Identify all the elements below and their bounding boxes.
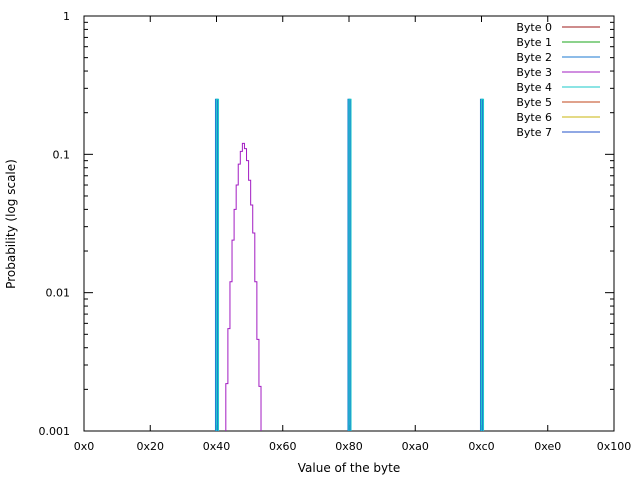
legend-label: Byte 1	[516, 36, 552, 49]
series-step-line	[348, 98, 352, 431]
x-tick-label: 0x0	[74, 440, 95, 453]
x-tick-label: 0xe0	[534, 440, 561, 453]
legend-item: Byte 6	[516, 111, 600, 124]
x-tick-label: 0xa0	[402, 440, 429, 453]
y-tick-label: 0.01	[46, 287, 71, 300]
legend-label: Byte 3	[516, 66, 552, 79]
series-step-line	[480, 98, 485, 431]
x-tick-label: 0x80	[335, 440, 363, 453]
y-tick-label: 0.1	[53, 148, 71, 161]
y-tick-label: 1	[63, 10, 70, 23]
series-layer	[214, 98, 485, 431]
x-tick-label: 0x60	[269, 440, 297, 453]
x-axis-label: Value of the byte	[298, 461, 400, 475]
legend-label: Byte 2	[516, 51, 552, 64]
legend-item: Byte 7	[516, 126, 600, 139]
legend-item: Byte 3	[516, 66, 600, 79]
series-byte-3	[225, 142, 262, 431]
legend-item: Byte 0	[516, 21, 600, 34]
series-step-line	[225, 142, 262, 431]
series-step-line	[215, 98, 220, 431]
legend-item: Byte 5	[516, 96, 600, 109]
x-tick-label: 0x100	[597, 440, 632, 453]
legend-label: Byte 5	[516, 96, 552, 109]
legend-item: Byte 1	[516, 36, 600, 49]
legend: Byte 0 Byte 1 Byte 2 Byte 3 Byte 4 Byte 5 Byte…	[516, 21, 600, 139]
legend-label: Byte 4	[516, 81, 552, 94]
x-tick-label: 0x20	[136, 440, 164, 453]
series-byte-4	[215, 98, 485, 431]
legend-label: Byte 7	[516, 126, 552, 139]
x-tick-label: 0xc0	[468, 440, 494, 453]
y-axis-label: Probability (log scale)	[4, 159, 18, 289]
legend-item: Byte 4	[516, 81, 600, 94]
ticks-layer: 0x0 0x20 0x40 0x60 0x80 0xa0 0xc0 0xe0 0x100 0.00…	[39, 10, 632, 453]
y-tick-label: 0.001	[39, 425, 71, 438]
legend-label: Byte 6	[516, 111, 552, 124]
x-tick-label: 0x40	[203, 440, 231, 453]
legend-item: Byte 2	[516, 51, 600, 64]
legend-label: Byte 0	[516, 21, 552, 34]
